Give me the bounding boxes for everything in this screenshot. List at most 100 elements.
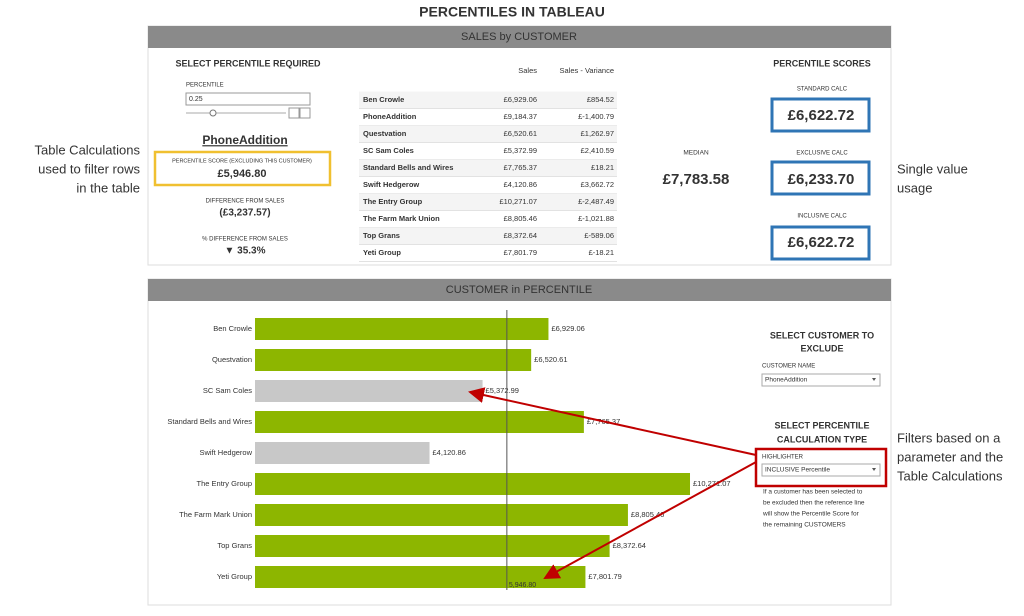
table-cell: £854.52	[587, 95, 614, 104]
table-cell: £-1,021.88	[578, 214, 614, 223]
table-cell: The Farm Mark Union	[363, 214, 440, 223]
table-cell: SC Sam Coles	[363, 146, 414, 155]
annotation-text: usage	[897, 180, 932, 195]
note-text: be excluded then the reference line	[763, 500, 865, 507]
panel-title: SALES by CUSTOMER	[461, 31, 577, 43]
customer-dropdown[interactable]	[761, 373, 881, 387]
annotation-text: Table Calculations	[34, 142, 140, 157]
highlight-box	[153, 150, 332, 187]
table-cell: £6,520.61	[504, 129, 537, 138]
highlight-box	[754, 447, 888, 488]
table-cell: Yeti Group	[363, 248, 401, 257]
category-label: Top Grans	[217, 541, 252, 550]
table-cell: £18.21	[591, 163, 614, 172]
category-label: The Entry Group	[197, 479, 252, 488]
table-cell: £8,805.46	[504, 214, 537, 223]
table-cell: £8,372.64	[504, 231, 537, 240]
score-value: £6,622.72	[788, 107, 855, 124]
table-row-bg	[359, 227, 617, 245]
bar-value-label: £6,520.61	[534, 355, 567, 364]
slider-prev[interactable]	[288, 107, 300, 119]
bar-value-label: £5,372.99	[486, 386, 519, 395]
bar-value-label: £8,805.46	[631, 510, 664, 519]
score-value: £6,233.70	[788, 171, 855, 188]
annotation-text: used to filter rows	[38, 161, 140, 176]
field-label: PERCENTILE SCORE (EXCLUDING THIS CUSTOME…	[172, 158, 312, 164]
table-cell: £-18.21	[589, 248, 614, 257]
score-box	[770, 97, 871, 133]
sales-panel	[147, 25, 892, 266]
bar-value-label: £7,801.79	[588, 572, 621, 581]
note-text: If a customer has been selected to	[763, 489, 863, 496]
category-label: Swift Hedgerow	[199, 448, 252, 457]
table-cell: £-1,400.79	[578, 112, 614, 121]
bar-value-label: £8,372.64	[613, 541, 646, 550]
annotation-text: Single value	[897, 161, 968, 176]
table-cell: £7,801.79	[504, 248, 537, 257]
note-text: will show the Percentile Score for	[762, 511, 860, 518]
panel-header	[148, 279, 891, 301]
field-label: % DIFFERENCE FROM SALES	[202, 237, 288, 243]
field-label: MEDIAN	[683, 150, 709, 157]
column-header: Sales - Variance	[560, 66, 614, 75]
bar-value-label: £10,271.07	[693, 479, 731, 488]
annotation-arrow	[543, 461, 757, 579]
bar	[255, 318, 549, 340]
bar-value-label: £6,929.06	[551, 324, 584, 333]
panel-title: CUSTOMER in PERCENTILE	[446, 284, 593, 296]
table-cell: £4,120.86	[504, 180, 537, 189]
table-cell: £3,662.72	[581, 180, 614, 189]
table-cell: Top Grans	[363, 231, 400, 240]
reference-label: 5,946.80	[509, 582, 536, 589]
section-heading: CALCULATION TYPE	[777, 434, 867, 444]
table-cell: The Entry Group	[363, 197, 423, 206]
field-label: STANDARD CALC	[797, 87, 848, 93]
category-label: The Farm Mark Union	[179, 510, 252, 519]
annotation-text: in the table	[76, 180, 140, 195]
table-cell: £2,410.59	[581, 146, 614, 155]
bar	[255, 349, 532, 371]
table-row-bg	[359, 91, 617, 109]
difference-value: (£3,237.57)	[219, 208, 270, 219]
pct-difference-value: ▼ 35.3%	[224, 246, 265, 257]
table-cell: Questvation	[363, 129, 407, 138]
annotation-text: Filters based on a	[897, 430, 1001, 445]
category-label: Ben Crowle	[213, 324, 252, 333]
calc-dropdown[interactable]	[761, 463, 881, 477]
slider-thumb[interactable]	[209, 109, 217, 117]
bar	[255, 504, 628, 526]
table-row-bg	[359, 193, 617, 211]
bar-value-label: £4,120.86	[433, 448, 466, 457]
category-label: SC Sam Coles	[203, 386, 252, 395]
input-value: 0.25	[189, 96, 203, 103]
category-label: Yeti Group	[217, 572, 252, 581]
bar	[255, 411, 584, 433]
table-cell: Ben Crowle	[363, 95, 404, 104]
slider-next[interactable]	[299, 107, 311, 119]
field-label: DIFFERENCE FROM SALES	[206, 199, 285, 205]
field-label: CUSTOMER NAME	[762, 364, 815, 370]
field-label: HIGHLIGHTER	[762, 455, 804, 461]
table-cell: £7,765.37	[504, 163, 537, 172]
category-label: Questvation	[212, 355, 252, 364]
table-cell: £-2,487.49	[578, 197, 614, 206]
table-cell: £1,262.97	[581, 129, 614, 138]
dropdown-value: INCLUSIVE Percentile	[765, 467, 830, 474]
score-value: £5,946.80	[218, 168, 267, 180]
section-heading: SELECT PERCENTILE	[774, 420, 869, 430]
percentile-input[interactable]	[185, 92, 311, 106]
bar	[255, 380, 483, 402]
annotation-text: parameter and the	[897, 449, 1003, 464]
table-cell: £10,271.07	[499, 197, 537, 206]
table-cell: £6,929.06	[504, 95, 537, 104]
section-heading: EXCLUDE	[800, 343, 843, 353]
category-label: Standard Bells and Wires	[167, 417, 252, 426]
table-cell: £-589.06	[584, 231, 614, 240]
field-label: EXCLUSIVE CALC	[796, 151, 848, 157]
customer-name: PhoneAddition	[202, 133, 287, 147]
column-header: Sales	[518, 66, 537, 75]
score-box	[770, 160, 871, 196]
table-cell: £9,184.37	[504, 112, 537, 121]
table-cell: £5,372.99	[504, 146, 537, 155]
